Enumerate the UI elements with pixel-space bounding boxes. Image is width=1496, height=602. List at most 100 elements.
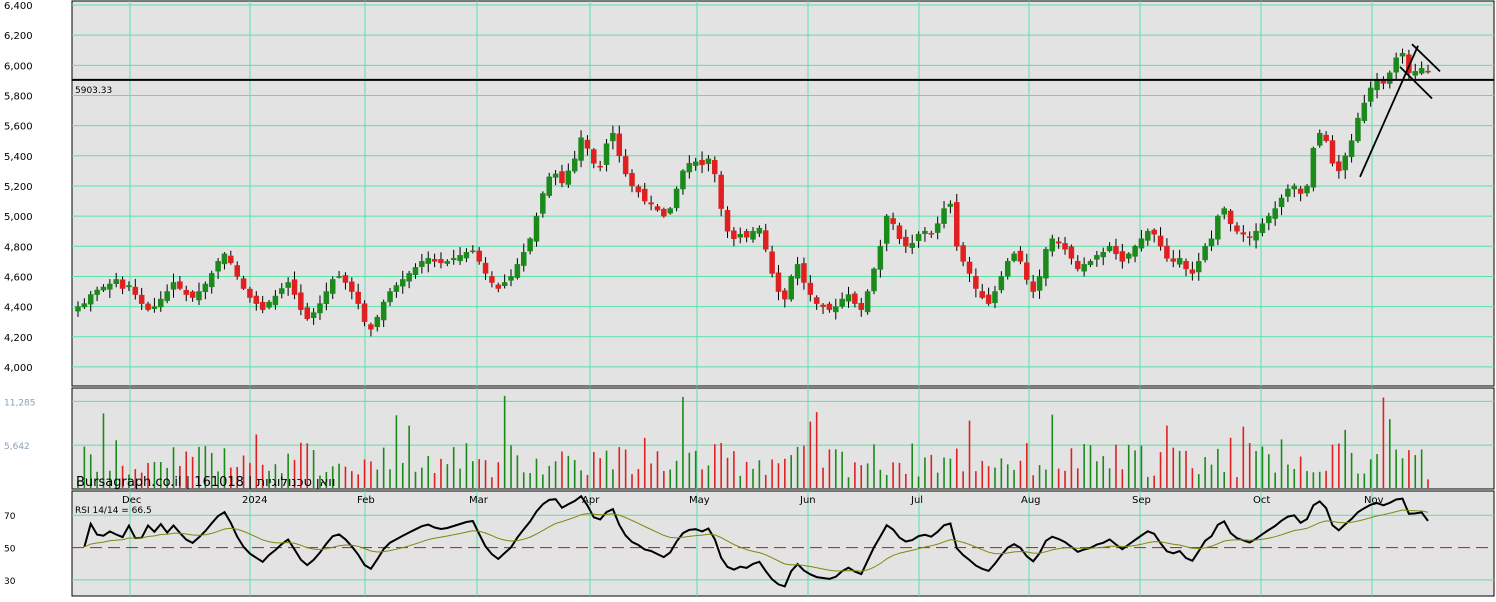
price-tick-label: 4,200 xyxy=(4,333,33,344)
rsi-tick-label: 70 xyxy=(4,512,16,522)
candle-body xyxy=(533,215,540,242)
candle-body xyxy=(641,188,648,202)
volume-panel xyxy=(71,387,1495,490)
candle-body xyxy=(1011,253,1017,261)
candle-body xyxy=(973,275,979,289)
candle-body xyxy=(584,139,591,149)
candle-body xyxy=(1030,281,1036,292)
candle-body xyxy=(1272,208,1278,219)
candle-body xyxy=(253,295,260,304)
candle-body xyxy=(349,281,355,292)
candle-body xyxy=(718,174,724,209)
candle-body xyxy=(1278,197,1285,208)
candle-body xyxy=(1125,253,1132,259)
candle-body xyxy=(750,230,756,240)
candle-body xyxy=(1240,232,1247,235)
candle-body xyxy=(934,223,941,233)
candle-body xyxy=(782,290,788,300)
candle-body xyxy=(291,279,298,295)
candle-body xyxy=(1418,68,1425,74)
volume-bars-group xyxy=(77,395,1429,488)
candle-body xyxy=(247,288,253,298)
candle-body xyxy=(457,255,463,262)
candle-body xyxy=(1348,140,1355,158)
candle-body xyxy=(864,291,871,313)
candle-body xyxy=(1374,80,1380,91)
candle-body xyxy=(807,282,814,295)
candle-body xyxy=(285,282,291,288)
candle-body xyxy=(425,258,431,264)
candle-body xyxy=(801,263,807,283)
candle-body xyxy=(107,283,113,290)
candle-body xyxy=(629,173,635,187)
candle-body xyxy=(310,312,317,318)
candle-body xyxy=(1367,87,1374,102)
candle-body xyxy=(597,165,603,168)
candle-body xyxy=(1100,252,1106,258)
candle-body xyxy=(1355,117,1361,142)
candle-body xyxy=(279,288,285,294)
candle-body xyxy=(298,292,304,310)
x-tick-label: Nov xyxy=(1364,495,1384,506)
candle-body xyxy=(304,307,310,319)
candle-body xyxy=(1004,261,1011,277)
candle-body xyxy=(610,132,616,142)
candle-body xyxy=(1399,53,1406,57)
candle-body xyxy=(501,282,508,286)
candle-body xyxy=(387,291,393,303)
candle-body xyxy=(680,170,686,190)
candle-body xyxy=(508,276,514,281)
candle-body xyxy=(890,218,896,224)
candle-body xyxy=(450,258,457,261)
candle-body xyxy=(756,227,763,234)
candle-body xyxy=(820,304,826,307)
candle-body xyxy=(1132,246,1138,257)
x-tick-label: Feb xyxy=(357,495,375,506)
candle-body xyxy=(1196,261,1202,273)
candle-body xyxy=(928,233,935,235)
candle-body xyxy=(922,230,928,234)
candle-body xyxy=(164,291,170,301)
candle-body xyxy=(852,293,858,304)
candle-body xyxy=(1246,236,1253,238)
candle-body xyxy=(100,286,107,291)
candle-body xyxy=(495,284,502,289)
candle-body xyxy=(648,202,654,205)
candle-body xyxy=(1329,140,1336,164)
candle-body xyxy=(705,158,712,165)
price-tick-label: 5,400 xyxy=(4,152,33,163)
volume-tick-label: 11,285 xyxy=(4,398,36,408)
price-tick-label: 5,000 xyxy=(4,212,33,223)
candle-body xyxy=(1055,241,1062,244)
candle-body xyxy=(151,306,158,309)
candle-body xyxy=(883,215,890,244)
candle-body xyxy=(1323,134,1329,141)
candle-body xyxy=(463,252,470,259)
candle-body xyxy=(1336,161,1342,172)
candle-body xyxy=(1215,215,1221,240)
candle-body xyxy=(998,276,1005,291)
candle-body xyxy=(329,279,336,294)
candle-body xyxy=(826,303,833,310)
candle-body xyxy=(833,306,839,313)
candle-body xyxy=(1310,148,1317,188)
candle-body xyxy=(221,253,228,265)
candle-body xyxy=(635,186,642,193)
candle-body xyxy=(113,279,119,284)
candle-body xyxy=(1081,264,1087,272)
candle-body xyxy=(374,316,381,328)
candle-body xyxy=(1380,80,1387,84)
candle-body xyxy=(1361,102,1368,122)
rsi-signal-line xyxy=(84,509,1429,572)
candle-body xyxy=(202,283,209,292)
candle-body xyxy=(954,202,960,247)
candle-body xyxy=(514,264,521,278)
x-tick-label: 2024 xyxy=(242,495,267,506)
rsi-tick-label: 30 xyxy=(4,577,16,587)
candle-body xyxy=(712,160,718,175)
candle-body xyxy=(1208,238,1215,247)
candle-body xyxy=(1393,57,1399,73)
candle-body xyxy=(1285,188,1291,197)
